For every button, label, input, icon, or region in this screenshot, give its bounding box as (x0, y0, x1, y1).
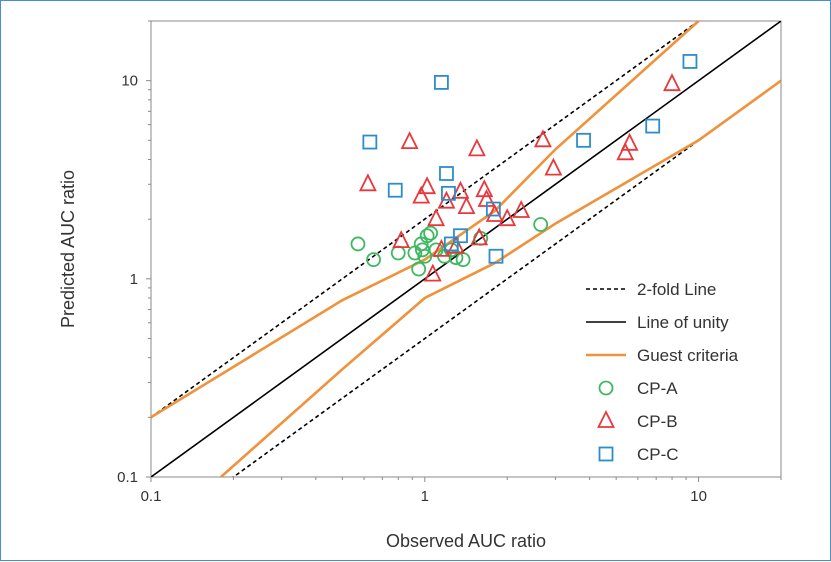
cp-b-point (451, 180, 470, 199)
cp-c-point (387, 182, 403, 198)
2-fold-line-line (232, 80, 781, 477)
cp-b-point (412, 185, 431, 204)
cp-a-point (366, 252, 381, 268)
cp-b-point (358, 173, 377, 192)
legend-item-cp-c: CP-C (598, 445, 679, 464)
cp-c-point (576, 132, 591, 148)
cp-c-point (682, 54, 698, 69)
guest-criteria-line (151, 21, 701, 419)
cp-c-point (485, 201, 501, 217)
cp-b-point (470, 227, 489, 246)
cp-a-point (419, 228, 435, 244)
legend-label: CP-C (637, 445, 679, 464)
cp-c-point (441, 185, 456, 201)
cp-b-point (498, 208, 517, 227)
cp-c-point (362, 134, 378, 150)
cp-b-point (663, 73, 681, 92)
cp-b-point (392, 230, 411, 249)
legend-label: CP-A (637, 379, 678, 398)
cp-c-point (443, 236, 459, 252)
cp-a-point (350, 236, 366, 252)
legend-item-cp-a: CP-A (598, 379, 678, 398)
cp-c-point (434, 74, 449, 90)
cp-b-point (400, 131, 419, 150)
legend-swatch (597, 409, 615, 428)
y-tick-label: 0.1 (117, 469, 138, 486)
x-tick-label: 0.1 (141, 488, 162, 505)
y-tick-label: 10 (121, 73, 138, 90)
cp-b-point (544, 157, 563, 176)
cp-a-point (423, 225, 438, 241)
x-tick-label: 1 (421, 488, 429, 505)
cp-b-point (423, 263, 442, 282)
legend-label: 2-fold Line (637, 280, 716, 299)
legend-item-2-fold-line: 2-fold Line (586, 280, 716, 299)
legend-item-guest-criteria: Guest criteria (586, 346, 739, 365)
cp-b-point (427, 208, 446, 227)
line-of-unity-line (151, 21, 781, 477)
x-axis-title: Observed AUC ratio (386, 531, 546, 551)
legend-swatch (598, 380, 614, 396)
legend-label: CP-B (637, 412, 678, 431)
cp-b-point (485, 203, 504, 222)
cp-b-point (418, 176, 437, 195)
legend-label: Line of unity (637, 313, 729, 332)
cp-c-point (645, 118, 661, 134)
2-fold-line-line (151, 21, 700, 418)
cp-c-point (453, 228, 468, 244)
legend-label: Guest criteria (637, 346, 739, 365)
cp-b-point (457, 196, 476, 215)
cp-b-point (620, 132, 639, 151)
cp-b-point (533, 129, 552, 148)
cp-c-point (439, 166, 454, 181)
x-tick-label: 10 (690, 488, 707, 505)
cp-b-point (512, 199, 531, 218)
cp-a-point (417, 248, 433, 264)
y-axis-title: Predicted AUC ratio (58, 170, 78, 328)
legend-item-line-of-unity: Line of unity (586, 313, 729, 332)
cp-a-point (533, 217, 549, 232)
legend-swatch (598, 446, 614, 462)
cp-b-point (447, 235, 465, 254)
cp-c-point (488, 248, 504, 264)
y-tick-label: 1 (130, 271, 138, 288)
legend-item-cp-b: CP-B (597, 409, 678, 431)
cp-b-point (467, 138, 486, 157)
cp-a-point (411, 261, 427, 277)
cp-b-point (616, 142, 635, 161)
